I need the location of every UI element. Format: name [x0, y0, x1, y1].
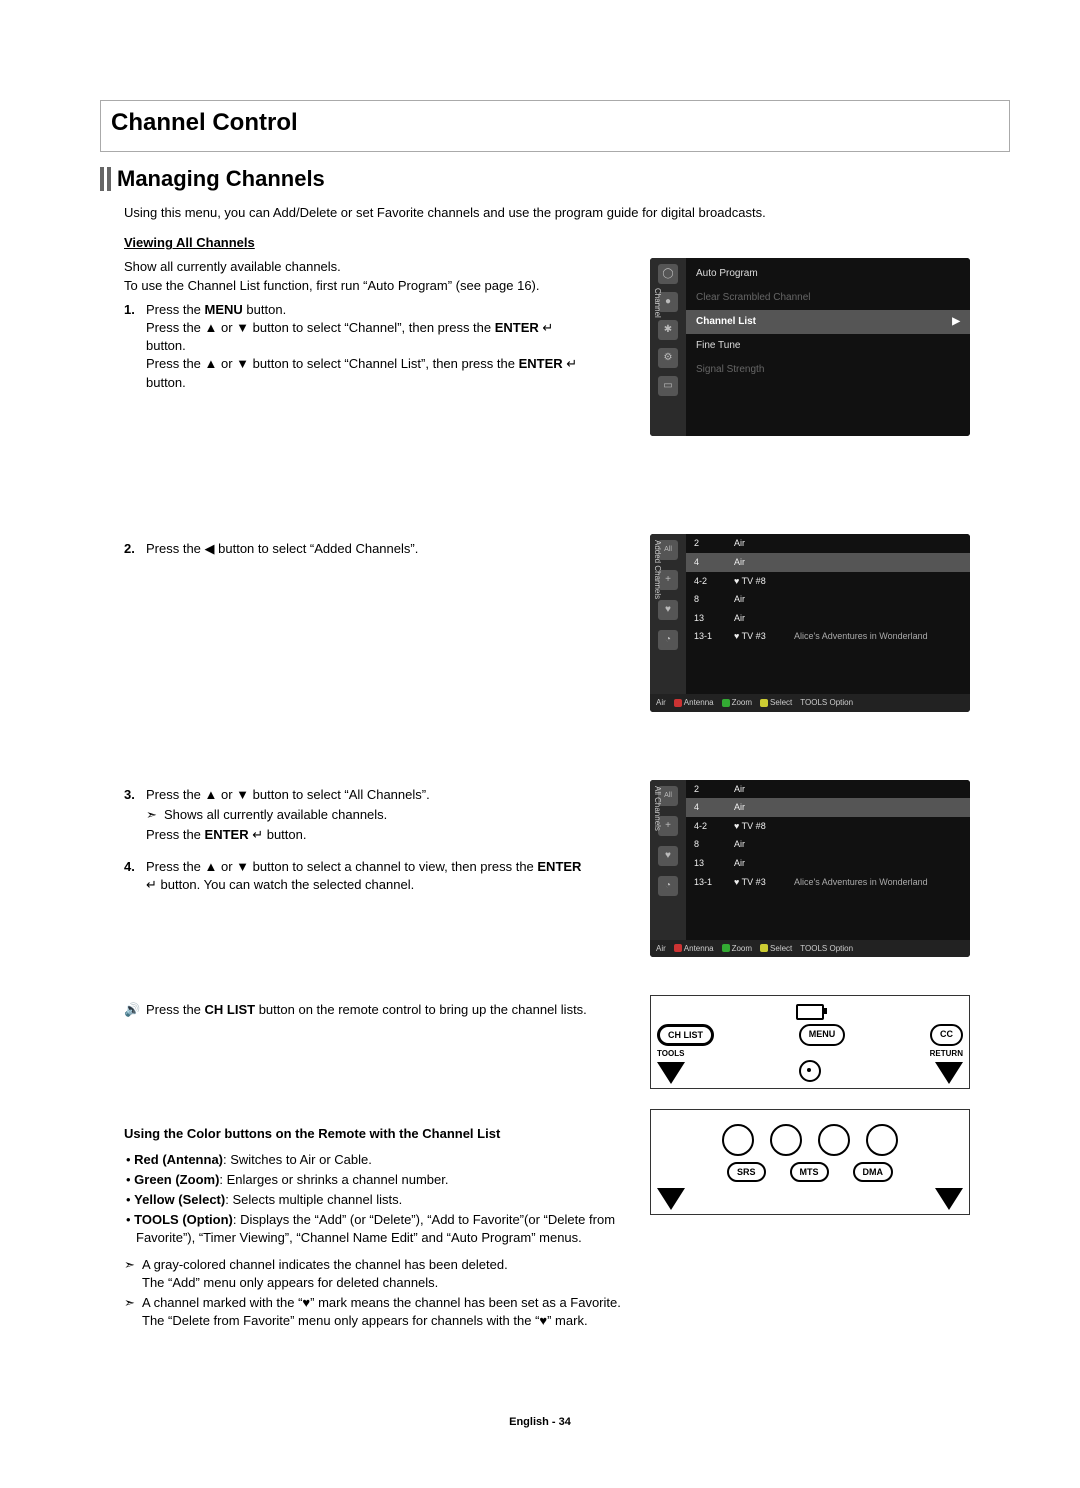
setup-icon: ⚙	[658, 348, 678, 368]
note-arrow-icon: ➣	[146, 806, 164, 824]
menu-item: Clear Scrambled Channel	[686, 286, 970, 310]
ch-side-label: Added Channels	[652, 540, 663, 599]
yellow-button-icon	[818, 1124, 850, 1156]
step1-text: Press the MENU button. Press the ▲ or ▼ …	[146, 301, 636, 392]
step-number: 4.	[124, 858, 146, 894]
fav-tab-icon: ♥	[658, 600, 678, 620]
dpad-icon	[799, 1060, 821, 1082]
tools-desc: TOOLS (Option): Displays the “Add” (or “…	[124, 1211, 636, 1247]
menu-button: MENU	[799, 1024, 846, 1047]
ch-side-label: All Channels	[652, 786, 663, 831]
ch-footer: AirAntennaZoomSelectTOOLS Option	[650, 694, 970, 711]
chlist-button: CH LIST	[657, 1024, 714, 1047]
red-button-icon	[722, 1124, 754, 1156]
channel-row: 13-1♥ TV #3Alice's Adventures in Wonderl…	[686, 627, 970, 646]
all-channels-figure: All ChannelsAll+♥◔2Air4Air4-2♥ TV #88Air…	[650, 780, 970, 957]
srs-button: SRS	[727, 1162, 766, 1183]
menu-item: Channel List▶	[686, 310, 970, 334]
note-arrow-icon: ➣	[124, 1294, 142, 1330]
cc-button: CC	[930, 1024, 963, 1047]
step2-text: Press the ◀ button to select “Added Chan…	[146, 540, 636, 558]
channel-row: 2Air	[686, 534, 970, 553]
heart-note: A channel marked with the “♥” mark means…	[142, 1294, 621, 1330]
ch-footer: AirAntennaZoomSelectTOOLS Option	[650, 940, 970, 957]
prog-tab-icon: ◔	[658, 876, 678, 896]
chlist-note: Press the CH LIST button on the remote c…	[146, 1001, 587, 1019]
viewing-intro: Show all currently available channels.	[124, 258, 636, 276]
channel-row: 4-2♥ TV #8	[686, 572, 970, 591]
channel-row: 4Air	[686, 798, 970, 817]
channel-row: 13-1♥ TV #3Alice's Adventures in Wonderl…	[686, 873, 970, 892]
tools-label: TOOLS	[657, 1048, 684, 1059]
color-buttons-heading: Using the Color buttons on the Remote wi…	[124, 1125, 636, 1143]
note-arrow-icon: ➣	[124, 1256, 142, 1292]
remote-icon: 🔊	[124, 1001, 146, 1019]
green-button-icon	[770, 1124, 802, 1156]
return-label: RETURN	[930, 1048, 963, 1059]
channel-row: 13Air	[686, 609, 970, 628]
menu-item: Signal Strength	[686, 358, 970, 382]
red-desc: Red (Antenna): Switches to Air or Cable.	[124, 1151, 636, 1169]
dma-button: DMA	[853, 1162, 894, 1183]
fav-tab-icon: ♥	[658, 846, 678, 866]
channel-menu-figure: Channel ◯ ● ✱ ⚙ ▭ Auto ProgramClear Scra…	[650, 258, 970, 436]
blue-button-icon	[866, 1124, 898, 1156]
gray-note: A gray-colored channel indicates the cha…	[142, 1256, 508, 1292]
menu-item: Fine Tune	[686, 334, 970, 358]
section-title: Channel Control	[111, 109, 999, 137]
channel-row: 8Air	[686, 590, 970, 609]
channel-row: 2Air	[686, 780, 970, 799]
picture-icon: ◯	[658, 264, 678, 284]
channel-row: 4Air	[686, 553, 970, 572]
subsection-title: Managing Channels	[117, 166, 325, 192]
step-number: 1.	[124, 301, 146, 392]
channel-row: 4-2♥ TV #8	[686, 817, 970, 836]
subsection-heading: Managing Channels	[100, 166, 1010, 192]
channel-icon: ✱	[658, 320, 678, 340]
viewing-head: Viewing All Channels	[124, 234, 1010, 252]
triangle-icon	[935, 1062, 963, 1084]
intro-text: Using this menu, you can Add/Delete or s…	[124, 204, 1010, 222]
remote-chlist-figure: CH LIST MENU CC TOOLS RETURN	[650, 995, 970, 1089]
step4-text: Press the ▲ or ▼ button to select a chan…	[146, 858, 636, 894]
channel-row: 13Air	[686, 854, 970, 873]
added-channels-figure: Added ChannelsAll+♥◔2Air4Air4-2♥ TV #88A…	[650, 534, 970, 711]
yellow-desc: Yellow (Select): Selects multiple channe…	[124, 1191, 636, 1209]
input-icon: ▭	[658, 376, 678, 396]
prog-tab-icon: ◔	[658, 630, 678, 650]
triangle-icon	[657, 1062, 685, 1084]
triangle-icon	[935, 1188, 963, 1210]
mts-button: MTS	[790, 1162, 829, 1183]
step3-text: Press the ▲ or ▼ button to select “All C…	[146, 786, 636, 845]
remote-color-figure: SRS MTS DMA	[650, 1109, 970, 1216]
step-number: 3.	[124, 786, 146, 845]
battery-icon	[796, 1004, 824, 1020]
menu-item: Auto Program	[686, 262, 970, 286]
menu-side-label: Channel	[652, 288, 663, 318]
triangle-icon	[657, 1188, 685, 1210]
green-desc: Green (Zoom): Enlarges or shrinks a chan…	[124, 1171, 636, 1189]
viewing-intro2: To use the Channel List function, first …	[124, 277, 636, 295]
page-footer: English - 34	[0, 1416, 1080, 1428]
channel-row: 8Air	[686, 835, 970, 854]
step-number: 2.	[124, 540, 146, 558]
